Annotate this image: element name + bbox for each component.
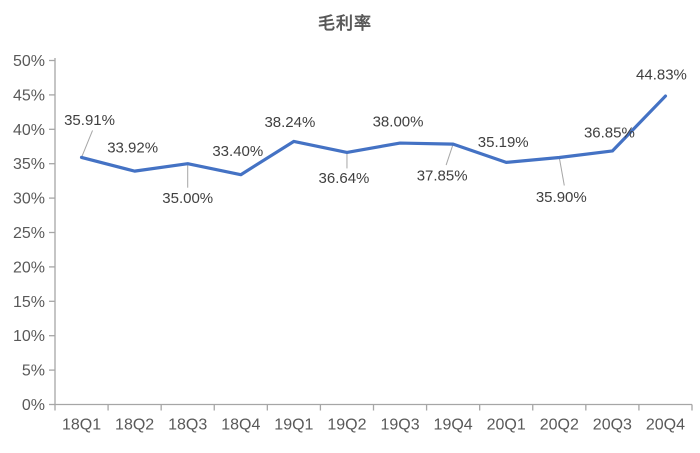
data-label: 33.40% — [212, 143, 263, 160]
x-axis-label: 19Q4 — [434, 417, 473, 434]
x-axis-label: 19Q3 — [380, 417, 419, 434]
data-label: 35.90% — [536, 189, 587, 206]
data-label: 35.91% — [64, 112, 115, 129]
x-axis-label: 20Q3 — [593, 417, 632, 434]
x-axis-label: 19Q2 — [327, 417, 366, 434]
x-axis-label: 20Q4 — [646, 417, 685, 434]
data-label-leader — [81, 130, 94, 158]
data-label: 37.85% — [417, 168, 468, 185]
data-label: 33.92% — [107, 140, 158, 157]
y-axis-label: 25% — [13, 225, 45, 242]
data-label: 36.64% — [319, 170, 370, 187]
x-axis-label: 20Q2 — [540, 417, 579, 434]
data-label-leader — [558, 157, 565, 186]
x-axis-label: 20Q1 — [487, 417, 526, 434]
data-label: 36.85% — [584, 124, 635, 141]
y-axis-label: 5% — [22, 363, 45, 380]
y-axis-label: 50% — [13, 53, 45, 70]
x-axis-label: 18Q1 — [62, 417, 101, 434]
chart-title: 毛利率 — [318, 14, 372, 33]
y-axis-label: 40% — [13, 122, 45, 139]
y-axis-label: 0% — [22, 397, 45, 414]
x-axis-label: 19Q1 — [274, 417, 313, 434]
series-line — [79, 94, 668, 177]
x-axis-label: 18Q2 — [115, 417, 154, 434]
data-label: 38.24% — [264, 114, 315, 131]
axis-line — [54, 58, 692, 406]
data-label: 38.00% — [373, 114, 424, 131]
data-label: 35.19% — [478, 134, 529, 151]
y-axis-label: 10% — [13, 328, 45, 345]
y-axis-label: 35% — [13, 156, 45, 173]
x-axis-label: 18Q4 — [221, 417, 260, 434]
y-axis-label: 45% — [13, 87, 45, 104]
x-axis-label: 18Q3 — [168, 417, 207, 434]
y-axis-label: 15% — [13, 294, 45, 311]
data-label-leader — [445, 143, 454, 166]
y-axis-label: 30% — [13, 191, 45, 208]
data-label: 44.83% — [636, 67, 687, 84]
data-label: 35.00% — [162, 190, 213, 207]
y-axis-label: 20% — [13, 259, 45, 276]
